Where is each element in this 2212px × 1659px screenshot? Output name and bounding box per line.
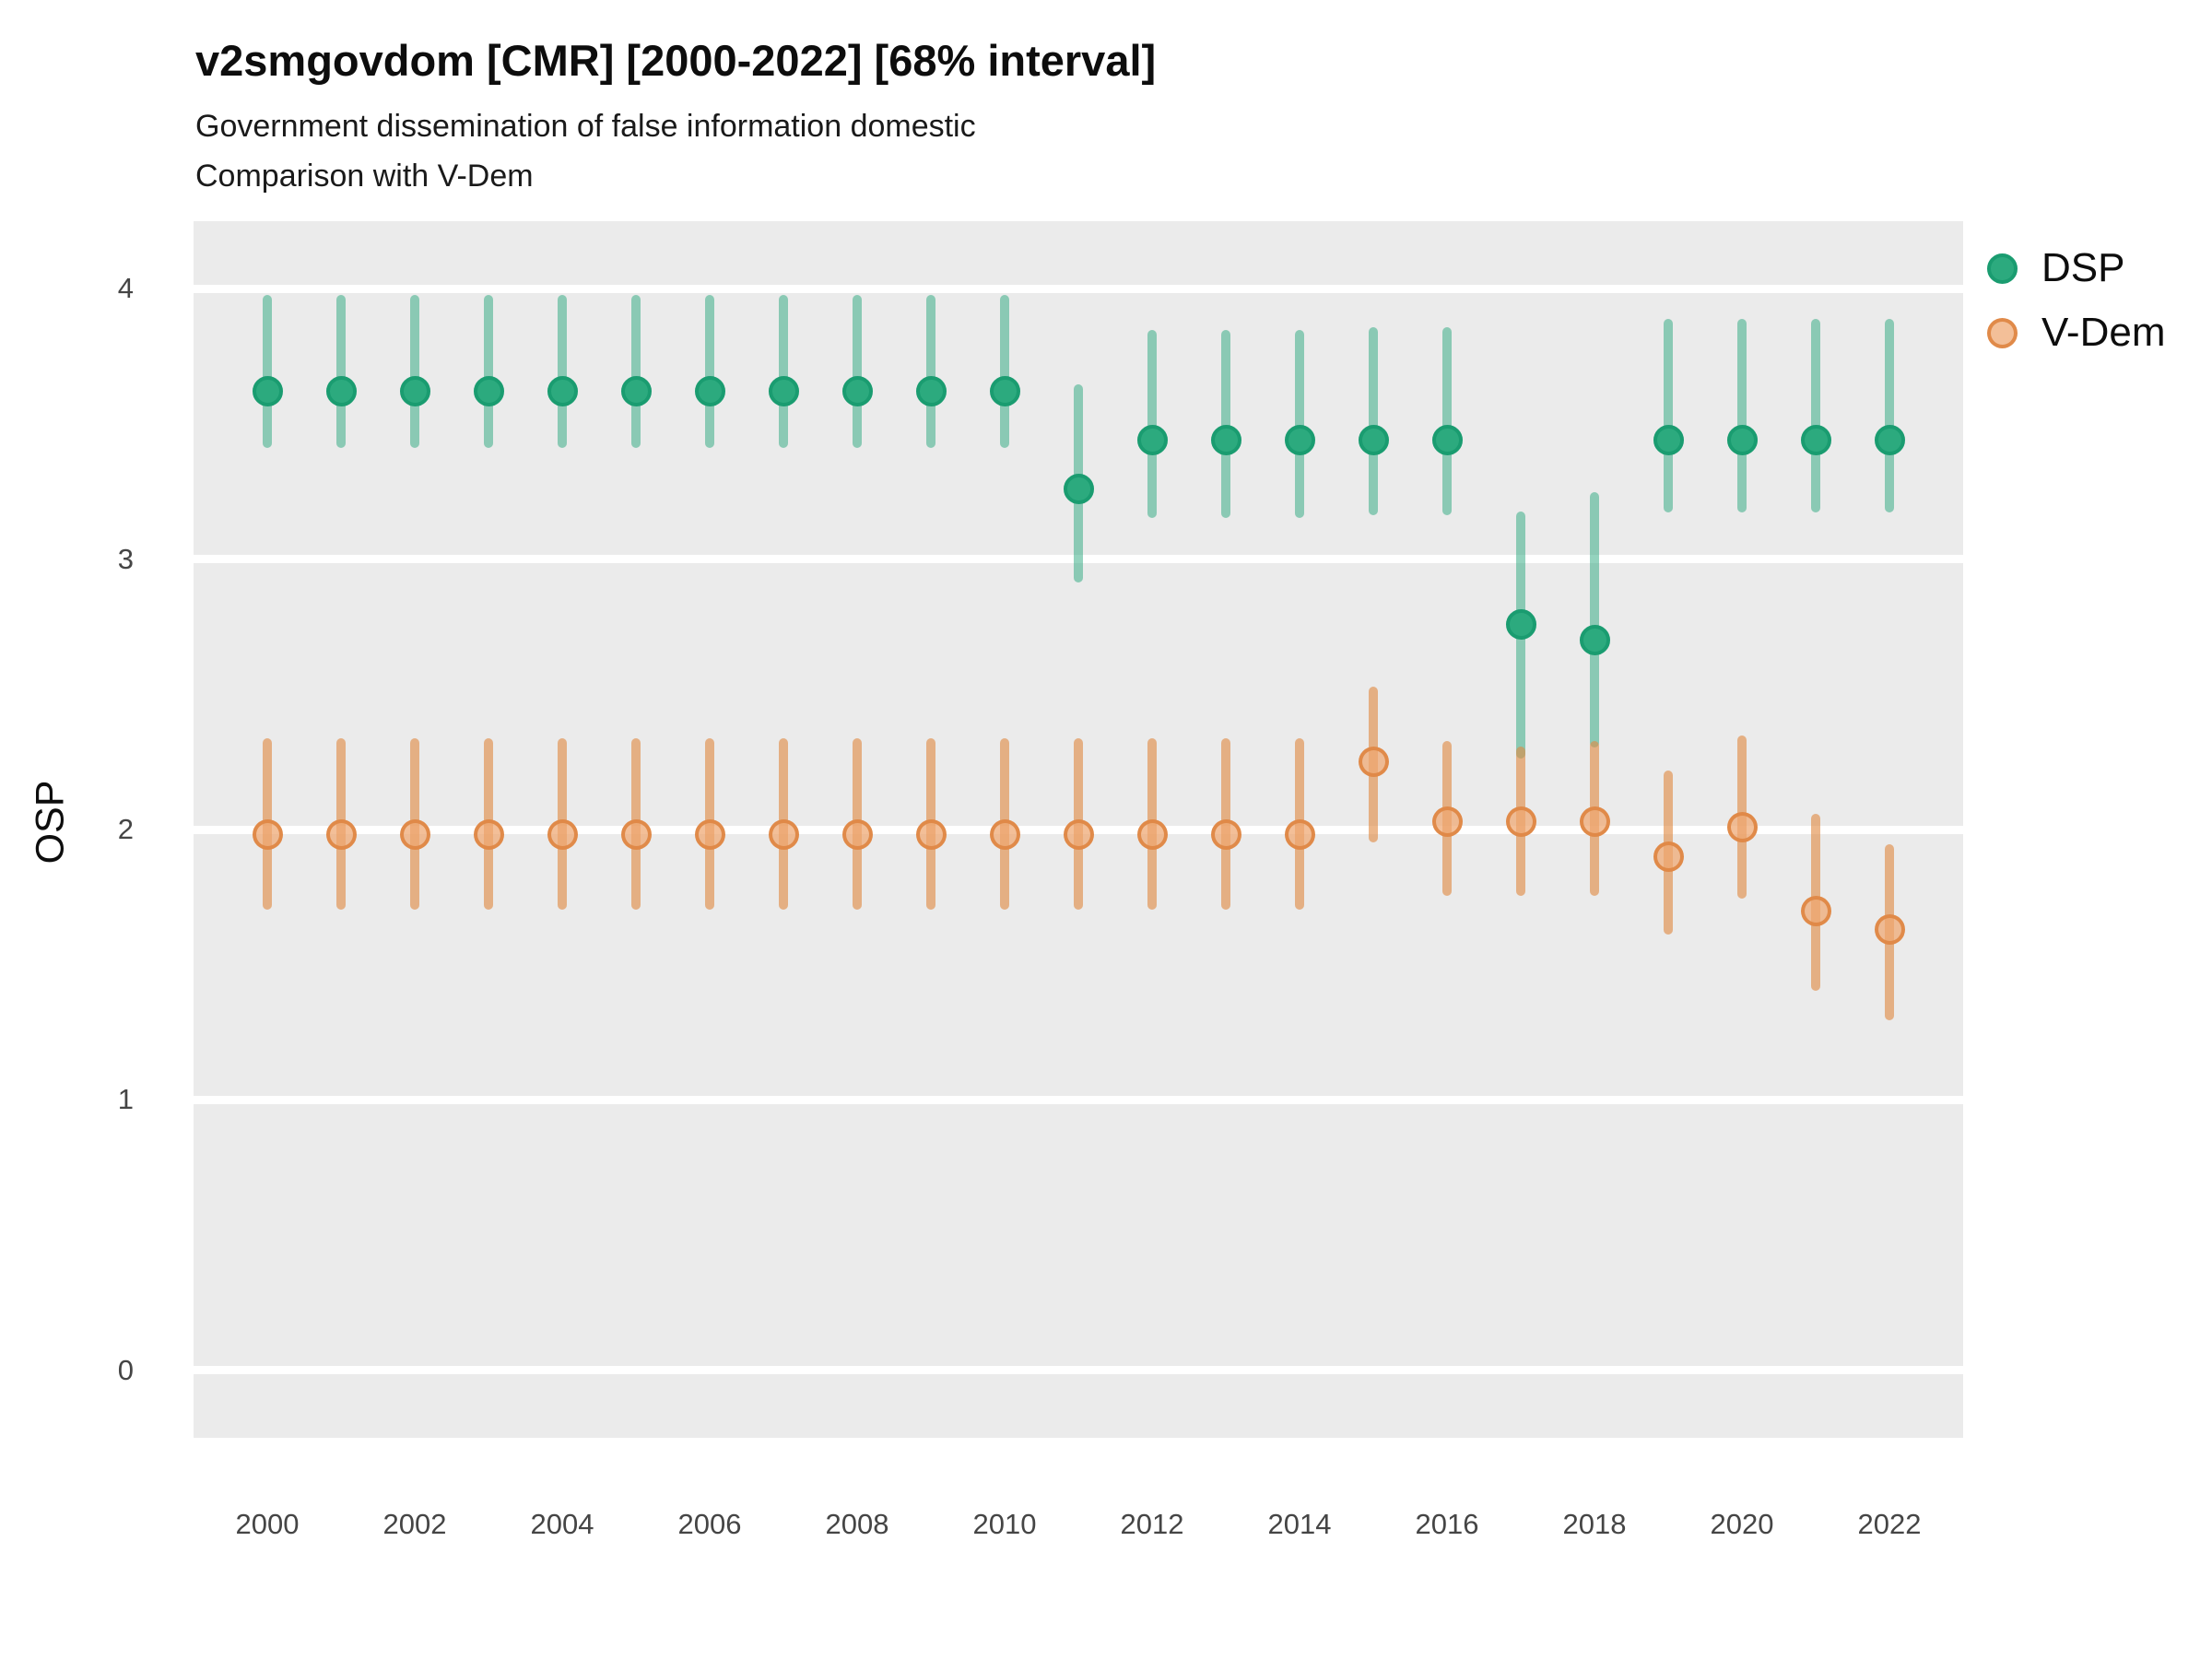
dsp-point-2013	[1210, 425, 1241, 456]
dsp-point-2010	[989, 376, 1020, 407]
gridline-y-1	[194, 1095, 1963, 1104]
vdem-point-2022	[1874, 914, 1905, 946]
vdem-point-2008	[841, 819, 873, 851]
vdem-point-2015	[1358, 747, 1389, 778]
dsp-point-2020	[1726, 425, 1758, 456]
legend-label-vdem: V-Dem	[2041, 310, 2166, 355]
dsp-interval-2016	[1442, 327, 1452, 515]
dsp-point-2019	[1653, 425, 1684, 456]
y-tick-label-4: 4	[117, 272, 134, 305]
vdem-point-2004	[547, 819, 578, 851]
legend-item-dsp: DSP	[1987, 245, 2208, 291]
dsp-point-2001	[325, 376, 357, 407]
vdem-point-2012	[1136, 819, 1168, 851]
x-tick-label-2018: 2018	[1562, 1508, 1627, 1540]
plot-area	[194, 221, 1963, 1438]
vdem-point-2002	[399, 819, 430, 851]
x-tick-label-2000: 2000	[235, 1508, 300, 1540]
x-tick-label-2016: 2016	[1415, 1508, 1479, 1540]
dsp-interval-2019	[1664, 319, 1673, 512]
gridline-y-4	[194, 284, 1963, 293]
x-tick-label-2002: 2002	[382, 1508, 447, 1540]
dsp-point-2007	[768, 376, 799, 407]
dsp-point-2009	[915, 376, 947, 407]
dsp-point-2008	[841, 376, 873, 407]
dsp-interval-2007	[779, 295, 788, 448]
vdem-point-2006	[694, 819, 725, 851]
x-tick-label-2006: 2006	[677, 1508, 742, 1540]
vdem-point-2017	[1505, 806, 1536, 837]
x-tick-label-2004: 2004	[530, 1508, 594, 1540]
dsp-point-2018	[1579, 625, 1610, 656]
dsp-point-2017	[1505, 608, 1536, 640]
vdem-point-2020	[1726, 811, 1758, 842]
dsp-interval-2009	[926, 295, 935, 448]
x-tick-label-2008: 2008	[825, 1508, 889, 1540]
gridline-y-0	[194, 1366, 1963, 1375]
chart-title: v2smgovdom [CMR] [2000-2022] [68% interv…	[195, 36, 1157, 85]
legend: DSP V-Dem	[1987, 245, 2208, 374]
dsp-interval-2005	[631, 295, 641, 448]
dsp-point-2011	[1063, 473, 1094, 504]
vdem-point-2010	[989, 819, 1020, 851]
x-tick-label-2010: 2010	[972, 1508, 1037, 1540]
chart-subtitle-line-1: Government dissemination of false inform…	[195, 109, 976, 144]
vdem-point-2018	[1579, 806, 1610, 837]
dsp-interval-2020	[1737, 319, 1747, 512]
dsp-interval-2002	[410, 295, 419, 448]
dsp-point-2012	[1136, 425, 1168, 456]
dsp-interval-2018	[1590, 492, 1599, 748]
dsp-interval-2022	[1885, 319, 1894, 512]
dsp-interval-2004	[558, 295, 567, 448]
dsp-point-2016	[1431, 425, 1463, 456]
y-tick-label-1: 1	[117, 1083, 134, 1116]
y-tick-label-0: 0	[117, 1353, 134, 1386]
chart-subtitle-line-2: Comparison with V-Dem	[195, 159, 534, 194]
dsp-interval-2008	[853, 295, 862, 448]
vdem-point-2007	[768, 819, 799, 851]
dsp-interval-2003	[484, 295, 493, 448]
dsp-point-2014	[1284, 425, 1315, 456]
legend-item-vdem: V-Dem	[1987, 310, 2208, 356]
dsp-interval-2014	[1295, 330, 1304, 518]
dsp-point-2004	[547, 376, 578, 407]
dsp-point-2002	[399, 376, 430, 407]
dsp-interval-2015	[1369, 327, 1378, 515]
dsp-interval-2006	[705, 295, 714, 448]
dsp-interval-2010	[1000, 295, 1009, 448]
dsp-interval-2013	[1221, 330, 1230, 518]
dsp-point-2005	[620, 376, 652, 407]
y-tick-label-3: 3	[117, 542, 134, 575]
dsp-interval-2001	[336, 295, 346, 448]
x-tick-label-2012: 2012	[1120, 1508, 1184, 1540]
vdem-point-2021	[1800, 895, 1831, 926]
vdem-point-2016	[1431, 806, 1463, 837]
vdem-point-2013	[1210, 819, 1241, 851]
vdem-point-2019	[1653, 841, 1684, 872]
dsp-point-2003	[473, 376, 504, 407]
vdem-point-2011	[1063, 819, 1094, 851]
y-tick-label-2: 2	[117, 813, 134, 845]
vdem-point-2005	[620, 819, 652, 851]
dsp-point-2021	[1800, 425, 1831, 456]
vdem-point-icon	[1987, 317, 2018, 348]
vdem-point-2014	[1284, 819, 1315, 851]
dsp-point-2015	[1358, 425, 1389, 456]
x-tick-label-2020: 2020	[1710, 1508, 1774, 1540]
vdem-point-2000	[252, 819, 283, 851]
dsp-point-icon	[1987, 253, 2018, 284]
x-tick-label-2014: 2014	[1267, 1508, 1332, 1540]
dsp-interval-2012	[1147, 330, 1157, 518]
dsp-interval-2021	[1811, 319, 1820, 512]
x-tick-label-2022: 2022	[1857, 1508, 1922, 1540]
dsp-point-2006	[694, 376, 725, 407]
legend-label-dsp: DSP	[2041, 245, 2125, 290]
dsp-interval-2000	[263, 295, 272, 448]
dsp-point-2000	[252, 376, 283, 407]
dsp-point-2022	[1874, 425, 1905, 456]
vdem-point-2001	[325, 819, 357, 851]
vdem-point-2003	[473, 819, 504, 851]
vdem-point-2009	[915, 819, 947, 851]
